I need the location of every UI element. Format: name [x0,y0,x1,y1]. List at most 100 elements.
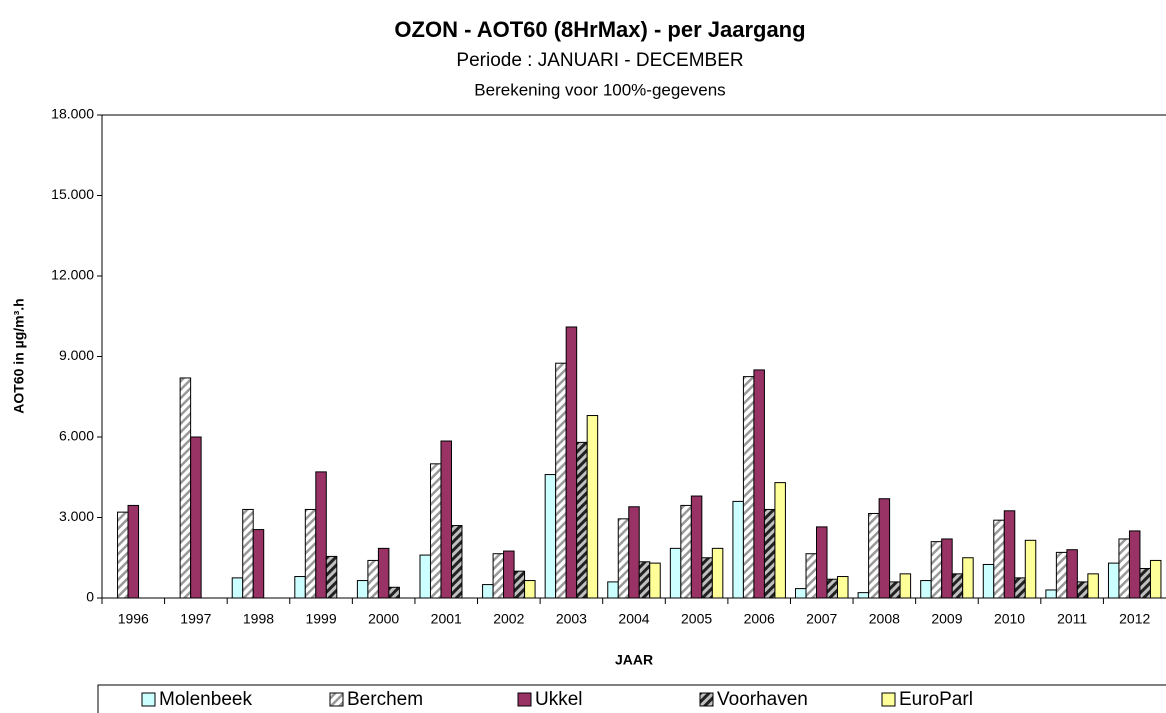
bar [617,518,630,599]
bar [680,504,692,599]
legend-swatch [881,692,896,707]
bar [690,495,703,599]
bar [231,577,244,599]
y-tick-label: 6.000 [59,428,94,444]
y-tick-label: 15.000 [51,186,94,202]
bar [419,554,431,599]
bar [450,525,463,599]
bar [795,588,807,599]
bar [941,538,953,599]
chart-subtitle: Berekening voor 100%-gegevens [474,80,725,99]
bar [1003,510,1016,599]
bar [868,512,880,599]
bar [982,563,995,599]
bar [252,529,265,599]
bar [356,580,369,599]
bar [1014,577,1026,599]
x-tick-label: 2004 [618,611,649,627]
bar [951,573,964,599]
bar [669,547,682,599]
bar [930,541,943,599]
y-tick-label: 9.000 [59,347,94,363]
legend-swatch [517,692,532,707]
x-tick-label: 2012 [1119,611,1150,627]
chart-title: OZON - AOT60 (8HrMax) - per Jaargang [394,17,805,42]
bar [899,573,912,599]
bar [1107,562,1120,599]
bar [492,553,505,599]
x-tick-label: 1996 [118,611,149,627]
bar [805,553,818,599]
bar [190,436,202,599]
bar [1024,539,1037,599]
legend-label: Molenbeek [159,689,252,710]
y-tick-label: 18.000 [51,106,94,122]
legend-label: Ukkel [535,689,583,710]
x-tick-label: 2008 [869,611,900,627]
x-tick-label: 2009 [931,611,962,627]
bar [544,474,557,599]
bar [638,561,651,599]
bar [555,362,567,599]
bar [1045,589,1057,599]
bar [513,570,526,599]
legend-box [97,684,1166,713]
bar [179,377,192,599]
bar [440,440,452,599]
bar [304,508,317,599]
bar [993,519,1005,599]
bar [524,580,536,599]
bar [377,547,390,599]
bar [1128,530,1141,599]
bar [962,557,974,599]
bar [753,369,765,599]
bar [920,580,932,599]
bar [816,526,828,599]
bar [565,326,578,599]
x-tick-label: 2003 [556,611,587,627]
bar [1066,549,1078,599]
x-tick-label: 2007 [806,611,837,627]
x-tick-label: 2011 [1057,611,1087,627]
bar [482,584,494,599]
legend-swatch [329,692,344,707]
bar [711,547,724,599]
bar [1149,559,1162,599]
bar [774,482,786,599]
bar [325,555,338,599]
legend-label: Berchem [347,689,423,710]
bar [1055,551,1068,599]
x-tick-label: 2006 [744,611,775,627]
legend-label: EuroParl [899,689,973,710]
x-tick-label: 2002 [493,611,524,627]
bar [628,506,640,599]
x-tick-label: 1997 [180,611,211,627]
bar [649,562,661,599]
bar [1118,538,1130,599]
legend-swatch [141,692,156,707]
bar [837,576,849,599]
x-axis-label: JAAR [615,652,653,668]
bar [117,511,129,599]
bar [127,504,140,599]
bar [367,559,379,599]
x-tick-label: 2001 [431,611,462,627]
bar [242,508,254,599]
chart-subtitle: Periode : JANUARI - DECEMBER [456,50,743,71]
bar [878,498,891,599]
bar [732,500,744,599]
y-tick-label: 0 [86,589,94,605]
bar [1076,581,1089,599]
bar [763,508,776,599]
bar [294,576,306,599]
bar [1087,573,1099,599]
legend-swatch [699,692,714,707]
y-tick-label: 3.000 [59,508,94,524]
y-axis-label: AOT60 in µg/m³.h [11,298,27,413]
y-tick-label: 12.000 [51,267,94,283]
bar [576,441,588,599]
bar [857,592,870,599]
x-tick-label: 1999 [305,611,336,627]
bar [503,550,515,599]
